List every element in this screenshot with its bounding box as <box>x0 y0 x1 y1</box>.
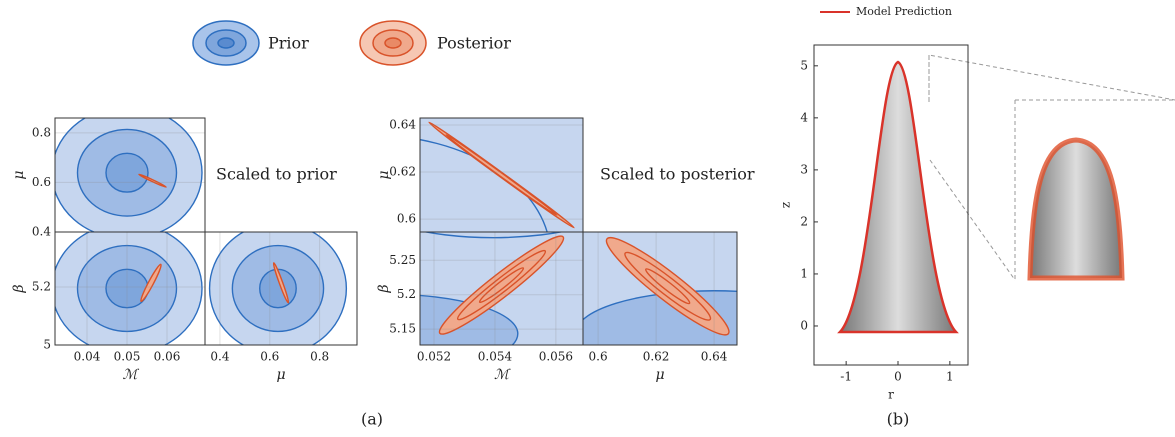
y-tick-label: 5 <box>43 338 51 352</box>
x-tick-label: 0.06 <box>154 350 181 364</box>
x-tick-label: 1 <box>946 370 954 384</box>
y-tick-label: 5.2 <box>397 287 416 301</box>
panel-label: (a) <box>361 410 383 429</box>
x-tick-label: 0.04 <box>74 350 101 364</box>
axes <box>52 223 205 354</box>
y-tick-label: 5.2 <box>32 280 51 294</box>
y-tick-label: 4 <box>800 110 808 124</box>
y-tick-label: 0.8 <box>32 125 51 139</box>
y-axis-label: μ <box>11 170 27 179</box>
x-tick-label: 0.6 <box>260 350 279 364</box>
inset-profile <box>1030 140 1122 278</box>
y-tick-label: 0.6 <box>32 175 51 189</box>
x-tick-label: 0.4 <box>210 350 229 364</box>
y-axis-label: β <box>11 284 27 293</box>
x-tick-label: 0.62 <box>643 350 670 364</box>
x-tick-label: 0.05 <box>114 350 141 364</box>
axes <box>205 223 357 354</box>
x-tick-label: 0.052 <box>417 350 451 364</box>
x-axis-label: μ <box>655 367 664 383</box>
x-tick-label: 0.64 <box>701 350 728 364</box>
x-tick-label: 0.6 <box>589 350 608 364</box>
y-tick-label: 1 <box>800 266 808 280</box>
profile <box>840 62 956 332</box>
legend-posterior: Posterior <box>437 34 511 53</box>
y-tick-label: 0 <box>800 318 808 332</box>
x-axis-label: μ <box>276 367 285 383</box>
x-tick-label: 0.054 <box>478 350 513 364</box>
y-axis-label: z <box>779 202 793 208</box>
y-axis-label: β <box>376 284 392 293</box>
x-tick-label: 0.8 <box>310 350 329 364</box>
y-tick-label: 0.62 <box>389 165 416 179</box>
y-tick-label: 0.6 <box>397 212 416 226</box>
y-tick-label: 3 <box>800 162 808 176</box>
x-axis-label: r <box>888 388 894 402</box>
legend-prior: Prior <box>268 34 309 53</box>
panel-label: (b) <box>887 410 910 429</box>
y-tick-label: 5 <box>800 58 808 72</box>
caption: Scaled to prior <box>216 165 337 184</box>
y-tick-label: 5.15 <box>389 322 416 336</box>
x-tick-label: 0 <box>894 370 902 384</box>
axes <box>52 107 205 239</box>
x-axis-label: ℳ <box>123 367 140 383</box>
y-axis-label: μ <box>376 170 392 179</box>
prior-contour <box>106 153 148 192</box>
x-tick-label: -1 <box>840 370 852 384</box>
legend-label: Model Prediction <box>856 5 952 18</box>
figure: Prior Posterior Scaled to prior Scaled t… <box>0 0 1175 437</box>
legend: Prior Posterior <box>193 21 511 65</box>
y-tick-label: 0.64 <box>389 118 416 132</box>
y-tick-label: 2 <box>800 214 808 228</box>
x-tick-label: 0.056 <box>539 350 573 364</box>
caption: Scaled to posterior <box>600 165 755 184</box>
x-axis-label: ℳ <box>494 367 511 383</box>
y-tick-label: 5.25 <box>389 253 416 267</box>
y-tick-label: 0.4 <box>32 225 51 239</box>
